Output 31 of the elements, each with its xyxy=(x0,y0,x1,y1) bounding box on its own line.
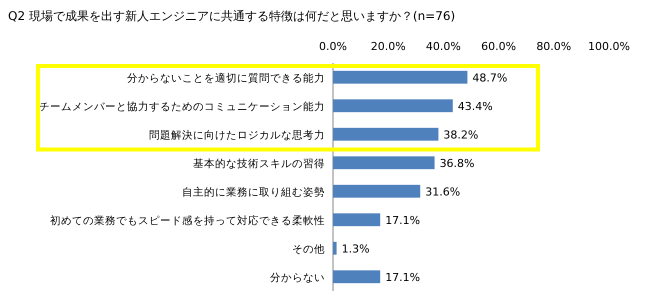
x-tick-label: 0.0% xyxy=(319,40,347,53)
x-tick-label: 100.0% xyxy=(588,40,630,53)
data-label: 31.6% xyxy=(425,185,460,198)
y-tick-label: 基本的な技術スキルの習得 xyxy=(193,156,325,170)
y-tick-label: チームメンバーと協力するためのコミュニケーション能力 xyxy=(39,100,325,113)
data-label: 36.8% xyxy=(440,156,475,170)
bar xyxy=(333,156,435,170)
x-tick-label: 40.0% xyxy=(426,40,461,53)
bar xyxy=(333,213,380,226)
x-tick-label: 20.0% xyxy=(370,40,406,53)
bar xyxy=(333,99,453,112)
y-tick-label: 分からない xyxy=(270,272,325,284)
x-tick-label: 60.0% xyxy=(481,40,516,53)
data-label: 17.1% xyxy=(385,214,420,227)
y-tick-label: 分からないことを適切に質問できる能力 xyxy=(127,71,325,84)
data-label: 1.3% xyxy=(342,242,370,256)
data-label: 38.2% xyxy=(443,128,478,142)
x-tick-label: 80.0% xyxy=(536,40,572,53)
y-tick-label: その他 xyxy=(292,243,325,256)
y-tick-label: 自主的に業務に取り組む姿勢 xyxy=(182,185,325,198)
text: Q2 現場で成果を出す新人エンジニアに共通する特徴は何だと思いますか？(n=76) xyxy=(8,9,456,23)
y-tick-label: 問題解決に向けたロジカルな思考力 xyxy=(149,128,325,142)
data-label: 43.4% xyxy=(458,100,493,113)
data-label: 17.1% xyxy=(385,270,420,284)
bar xyxy=(333,270,380,284)
bar xyxy=(333,184,420,198)
data-label: 48.7% xyxy=(472,71,508,84)
y-tick-label: 初めての業務でもスピード感を持って対応できる柔軟性 xyxy=(50,214,325,227)
bar xyxy=(333,128,438,141)
bar xyxy=(333,70,468,84)
bar xyxy=(333,242,337,255)
